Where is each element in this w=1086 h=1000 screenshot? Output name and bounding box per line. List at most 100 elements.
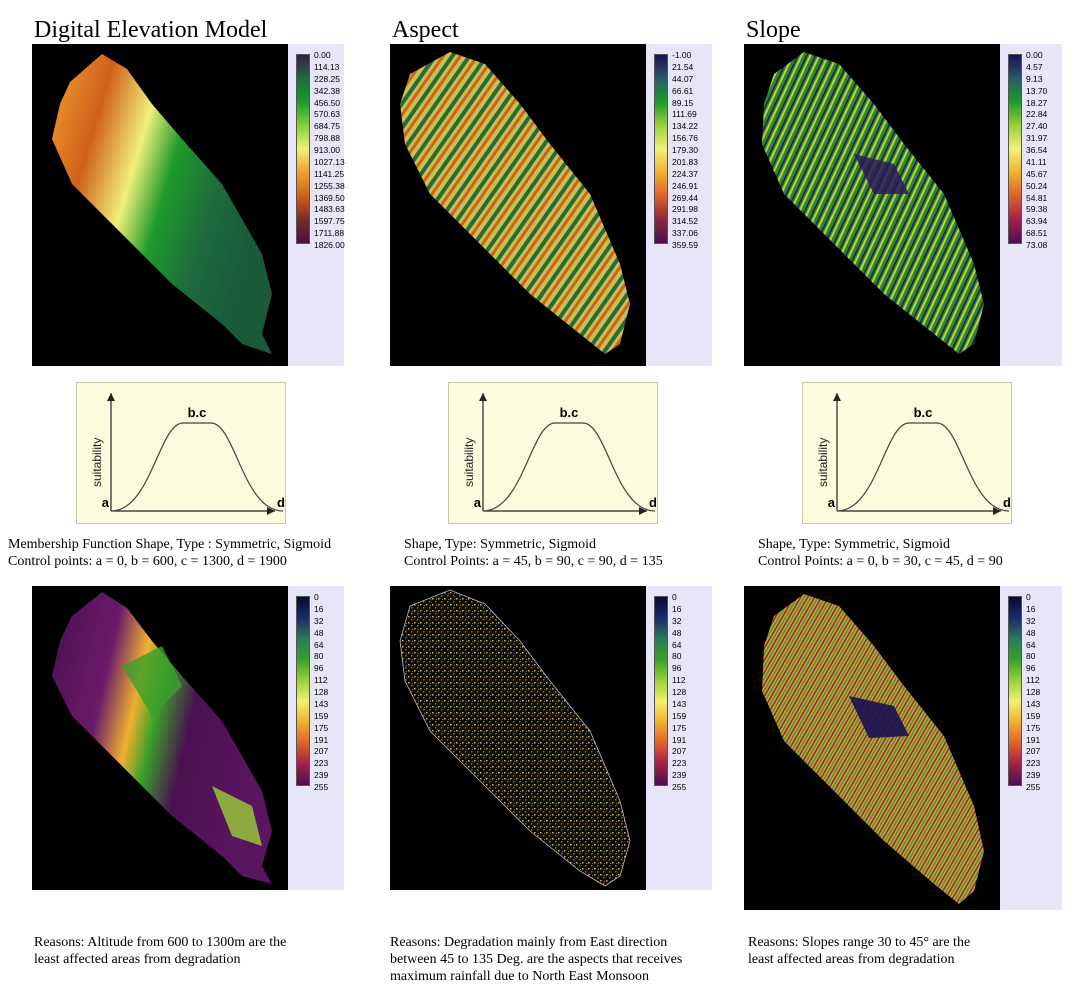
legend-tick-label: 36.54 <box>1026 145 1048 155</box>
legend-tick-label: 50.24 <box>1026 180 1048 191</box>
legend-tick-label: 96 <box>1026 663 1036 674</box>
x-axis-arrow <box>267 507 275 515</box>
legend-tick-label: 156.76 <box>672 133 698 144</box>
legend-tick-label: 134.22 <box>672 121 698 132</box>
legend-tick-label: 41.11 <box>1026 156 1047 167</box>
legend-tick-label: 255 <box>672 782 687 792</box>
legend-tick-label: 22.84 <box>1026 109 1048 120</box>
legend-tick-label: 32 <box>672 615 682 626</box>
membership-curve-line <box>482 422 656 512</box>
dem-fuzzy-map <box>32 586 288 890</box>
legend-tick-label: 64 <box>314 639 324 650</box>
legend-tick-label: 1711.88 <box>314 228 345 239</box>
legend-tick-label: 223 <box>314 758 329 769</box>
y-axis-arrow <box>479 393 487 401</box>
legend-tick-label: 207 <box>1026 746 1041 757</box>
legend-tick-label: 63.94 <box>1026 216 1048 227</box>
slope-legend-bar <box>1008 54 1022 244</box>
aspect-fuzzy-panel: 0 16 32 48 64 80 96 112 128 143 159 175 191 207 223 239… <box>390 586 712 890</box>
legend-tick-label: 201.83 <box>672 156 698 167</box>
legend-tick-label: 246.91 <box>672 180 698 191</box>
legend-tick-label: 59.38 <box>1026 204 1048 215</box>
dem-fuzzy-legend-bar <box>296 596 310 786</box>
legend-tick-label: 128 <box>314 687 329 697</box>
legend-tick-label: 111.69 <box>672 109 697 120</box>
dem-map-graphic <box>52 54 272 354</box>
legend-tick-label: 32 <box>314 615 324 626</box>
aspect-map <box>390 44 646 366</box>
slope-fuzzy-legend-bar <box>1008 596 1022 786</box>
aspect-membership-curve: suitability b.c a d <box>462 393 657 515</box>
aspect-map-graphic <box>400 52 630 354</box>
legend-tick-label: 175 <box>1026 722 1041 733</box>
legend-tick-label: 48 <box>672 627 682 638</box>
point-a-label: a <box>828 495 836 510</box>
aspect-fuzzy-map <box>390 586 646 890</box>
aspect-membership-chart: suitability b.c a d <box>448 382 658 524</box>
legend-tick-label: 456.50 <box>314 97 340 108</box>
legend-tick-label: 80 <box>314 651 324 662</box>
legend-tick-label: 16 <box>672 603 682 614</box>
slope-fuzzy-panel: 0 16 32 48 64 80 96 112 128 143 159 175 191 207 223 239… <box>744 586 1062 910</box>
legend-tick-label: 114.13 <box>314 61 340 72</box>
aspect-fuzzy-graphic <box>399 589 631 887</box>
legend-tick-label: 48 <box>1026 627 1036 638</box>
y-axis-arrow <box>833 393 841 401</box>
legend-tick-label: 89.15 <box>672 97 694 108</box>
legend-tick-label: 0.00 <box>1026 50 1043 60</box>
legend-tick-label: 191 <box>672 734 687 745</box>
membership-curve-line <box>110 422 284 512</box>
peak-label: b.c <box>914 405 933 420</box>
legend-tick-label: 1369.50 <box>314 192 345 203</box>
legend-tick-label: 64 <box>1026 639 1036 650</box>
slope-reason: Reasons: Slopes range 30 to 45° are the … <box>748 935 971 967</box>
dem-map <box>32 44 288 366</box>
legend-tick-label: 96 <box>314 663 324 674</box>
y-axis-label: suitability <box>90 438 104 487</box>
y-axis-label: suitability <box>462 438 476 487</box>
legend-tick-label: 228.25 <box>314 73 340 84</box>
legend-tick-label: 128 <box>672 687 687 697</box>
legend-tick-label: 128 <box>1026 687 1041 697</box>
legend-tick-label: 54.81 <box>1026 192 1048 203</box>
legend-tick-label: 175 <box>672 722 687 733</box>
legend-tick-label: 191 <box>314 734 329 745</box>
legend-tick-label: 159 <box>1026 710 1041 721</box>
legend-tick-label: 9.13 <box>1026 73 1043 84</box>
legend-tick-label: 0 <box>672 592 677 602</box>
legend-tick-label: 16 <box>1026 603 1036 614</box>
legend-tick-label: 18.27 <box>1026 97 1048 108</box>
legend-tick-label: 45.67 <box>1026 168 1048 179</box>
slope-membership-chart: suitability b.c a d <box>802 382 1012 524</box>
legend-tick-label: 207 <box>672 746 687 757</box>
legend-tick-label: 1483.63 <box>314 204 345 215</box>
legend-tick-label: 31.97 <box>1026 133 1048 144</box>
x-axis-arrow <box>993 507 1001 515</box>
legend-tick-label: 239 <box>1026 770 1041 781</box>
legend-tick-label: 80 <box>672 651 682 662</box>
slope-map-graphic <box>762 52 984 354</box>
legend-tick-label: 48 <box>314 627 324 638</box>
aspect-map-panel: -1.00 21.54 44.07 66.61 89.15 111.69 134.22 156… <box>390 44 712 366</box>
legend-tick-label: 175 <box>314 722 329 733</box>
legend-tick-label: 112 <box>1026 675 1040 686</box>
legend-tick-label: 342.38 <box>314 85 340 96</box>
slope-fuzzy-graphic <box>762 594 984 904</box>
legend-tick-label: 314.52 <box>672 216 698 227</box>
legend-tick-label: 291.98 <box>672 204 698 215</box>
legend-tick-label: 27.40 <box>1026 121 1048 132</box>
legend-tick-label: 0 <box>1026 592 1031 602</box>
legend-tick-label: 143 <box>672 698 687 709</box>
legend-tick-label: 73.08 <box>1026 240 1048 250</box>
legend-tick-label: 66.61 <box>672 85 694 96</box>
legend-tick-label: 223 <box>1026 758 1041 769</box>
slope-title: Slope <box>746 17 801 43</box>
slope-membership-curve: suitability b.c a d <box>816 393 1011 515</box>
legend-tick-label: 143 <box>1026 698 1041 709</box>
dem-map-panel: 0.00 114.13 228.25 342.38 456.50 570.63 684.75… <box>32 44 345 366</box>
legend-tick-label: 1826.00 <box>314 240 345 250</box>
legend-tick-label: 112 <box>672 675 686 686</box>
legend-tick-label: 913.00 <box>314 145 340 155</box>
legend-tick-label: 16 <box>314 603 324 614</box>
x-axis-arrow <box>639 507 647 515</box>
